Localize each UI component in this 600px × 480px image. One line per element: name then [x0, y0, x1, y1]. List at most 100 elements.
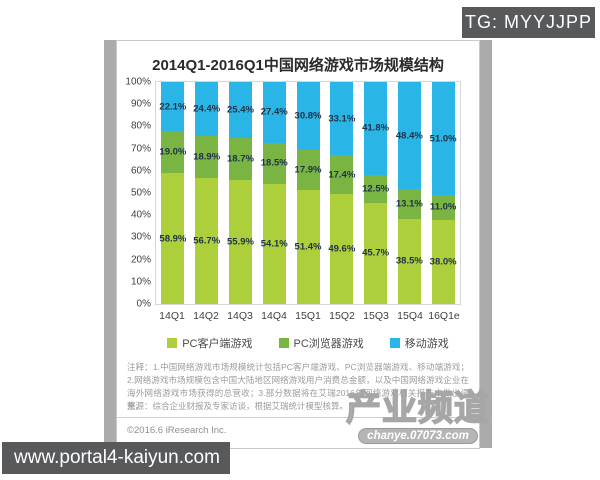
legend-label: 移动游戏: [404, 338, 449, 350]
site-watermark: www.portal4-kaiyun.com: [2, 442, 230, 474]
stacked-bar: 55.9% 18.7% 25.4%: [226, 82, 254, 304]
legend-item: PC客户端游戏: [167, 335, 253, 351]
bar-column: 38.5% 13.1% 48.4%: [392, 82, 426, 304]
bar-segment: 38.0%: [429, 219, 457, 304]
bar-value-label: 51.0%: [429, 133, 457, 145]
x-tick-label: 14Q3: [227, 310, 253, 322]
y-tick-label: 60%: [130, 165, 151, 177]
bar-value-label: 24.4%: [193, 103, 221, 115]
x-tick-label: 15Q2: [329, 310, 355, 322]
tg-watermark: TG: MYYJJPP: [462, 7, 595, 38]
bar-segment: 24.4%: [193, 82, 221, 137]
stacked-bar: 54.1% 18.5% 27.4%: [260, 82, 288, 304]
chart-notes: 注释：1.中国网络游戏市场规模统计包括PC客户端游戏、PC浏览器端游戏、移动端游…: [127, 362, 469, 411]
plot-area: 58.9% 19.0% 22.1% 56.7% 18.9% 24.4% 55.9% 18.7%…: [155, 81, 461, 305]
x-tick-label: 14Q4: [261, 310, 287, 322]
bar-segment: 22.1%: [159, 82, 187, 132]
y-tick-label: 30%: [130, 231, 151, 243]
stacked-bar: 38.0% 11.0% 51.0%: [429, 82, 457, 304]
y-tick-label: 100%: [125, 76, 151, 88]
bar-segment: 13.1%: [395, 189, 423, 219]
bar-value-label: 54.1%: [260, 238, 288, 250]
bar-value-label: 19.0%: [159, 146, 187, 158]
chanye-url: chanye.07073.com: [358, 428, 478, 444]
bar-segment: 56.7%: [193, 178, 221, 304]
bar-column: 49.6% 17.4% 33.1%: [325, 81, 359, 304]
chanye-logo-text: 产业频道: [345, 389, 490, 428]
bar-column: 54.1% 18.5% 27.4%: [257, 82, 291, 304]
bar-segment: 45.7%: [362, 202, 390, 304]
bar-segment: 54.1%: [260, 183, 288, 304]
chart-card: 2014Q1-2016Q1中国网络游戏市场规模结构 100% 90% 80% 70% 6…: [116, 40, 480, 449]
x-tick-label: 14Q2: [193, 310, 219, 322]
bar-value-label: 51.4%: [294, 241, 322, 253]
x-tick-label: 14Q1: [159, 310, 185, 322]
chart-source: 来源：综合企业财报及专家访谈，根据艾瑞统计模型核算。: [127, 401, 349, 411]
bar-segment: 18.9%: [193, 136, 221, 179]
bar-segment: 33.1%: [328, 81, 356, 156]
y-tick-label: 20%: [130, 254, 151, 266]
bar-segment: 12.5%: [362, 174, 390, 203]
bar-segment: 55.9%: [226, 179, 254, 304]
stacked-bar: 58.9% 19.0% 22.1%: [159, 82, 187, 304]
stacked-bar: 51.4% 17.9% 30.8%: [294, 81, 322, 304]
bar-value-label: 55.9%: [226, 236, 254, 248]
legend-item: 移动游戏: [389, 335, 449, 351]
chanye-watermark: 产业频道 chanye.07073.com: [336, 389, 500, 444]
card-footer: ©2016.6 iResearch Inc.: [117, 417, 479, 436]
bar-segment: 17.4%: [328, 155, 355, 194]
stacked-bar: 45.7% 12.5% 41.8%: [362, 82, 390, 304]
bar-segment: 38.5%: [395, 218, 423, 304]
bar-segment: 17.9%: [295, 150, 321, 190]
bar-value-label: 25.4%: [226, 104, 254, 116]
bar-value-label: 41.8%: [362, 122, 390, 134]
bar-segment: 41.8%: [362, 82, 390, 175]
y-tick-label: 40%: [130, 209, 151, 221]
bar-value-label: 11.0%: [429, 201, 457, 213]
bar-column: 56.7% 18.9% 24.4%: [190, 82, 224, 304]
bar-value-label: 38.5%: [395, 255, 423, 267]
legend-label: PC浏览器游戏: [293, 338, 364, 350]
y-tick-label: 0%: [136, 298, 151, 310]
bar-segment: 30.8%: [294, 81, 322, 151]
bar-segment: 25.4%: [226, 82, 254, 139]
bar-value-label: 33.1%: [328, 113, 356, 125]
stacked-bar: 49.6% 17.4% 33.1%: [328, 81, 356, 304]
bar-value-label: 18.9%: [193, 151, 221, 163]
x-tick-label: 16Q1e: [428, 310, 460, 322]
bar-segment: 18.7%: [226, 138, 254, 180]
x-tick-label: 15Q1: [295, 310, 321, 322]
stacked-bar: 56.7% 18.9% 24.4%: [193, 82, 221, 304]
bar-value-label: 12.5%: [362, 183, 390, 195]
bar-segment: 18.5%: [261, 142, 288, 184]
bar-value-label: 58.9%: [159, 233, 187, 245]
bar-value-label: 27.4%: [260, 106, 288, 118]
y-tick-label: 80%: [130, 120, 151, 132]
bar-value-label: 45.7%: [362, 247, 390, 259]
bar-value-label: 22.1%: [159, 101, 187, 113]
bar-segment: 51.4%: [294, 189, 322, 304]
legend-swatch-icon: [167, 338, 178, 348]
bar-value-label: 49.6%: [328, 243, 356, 255]
bar-column: 38.0% 11.0% 51.0%: [426, 82, 460, 304]
bar-column: 45.7% 12.5% 41.8%: [359, 82, 393, 304]
bar-value-label: 48.4%: [395, 130, 423, 142]
bar-segment: 27.4%: [260, 82, 288, 143]
chart-title: 2014Q1-2016Q1中国网络游戏市场规模结构: [152, 57, 444, 74]
copyright: ©2016.6 iResearch Inc.: [127, 425, 227, 436]
bar-value-label: 56.7%: [193, 235, 221, 247]
chart-area: 100% 90% 80% 70% 60% 50% 40% 30% 20% 10% 0% 58.9% 1…: [125, 77, 471, 351]
left-gray-strip: [104, 40, 116, 448]
legend-swatch-icon: [278, 338, 289, 348]
bar-value-label: 38.0%: [429, 256, 457, 268]
bar-segment: 11.0%: [429, 195, 457, 220]
legend: PC客户端游戏 PC浏览器游戏 移动游戏: [155, 335, 461, 351]
bar-value-label: 18.7%: [226, 153, 254, 165]
bar-value-label: 13.1%: [395, 198, 423, 210]
y-tick-label: 90%: [130, 98, 151, 110]
stacked-bar: 38.5% 13.1% 48.4%: [395, 82, 423, 304]
bar-value-label: 30.8%: [294, 110, 322, 122]
y-tick-label: 70%: [130, 143, 151, 155]
right-gray-strip: [480, 40, 492, 448]
bar-segment: 51.0%: [429, 82, 457, 196]
